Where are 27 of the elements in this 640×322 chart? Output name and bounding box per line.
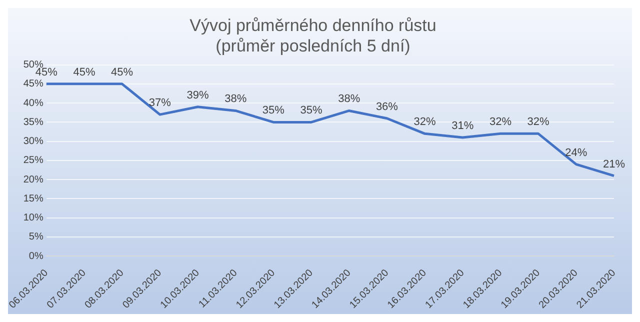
data-label: 36%	[376, 100, 398, 113]
data-label: 45%	[73, 66, 96, 78]
y-tick-label: 40%	[23, 98, 44, 109]
data-label: 32%	[414, 116, 436, 128]
y-tick-label: 5%	[28, 232, 44, 243]
y-tick-label: 25%	[23, 155, 44, 166]
y-tick-label: 45%	[23, 78, 44, 90]
data-label: 21%	[602, 158, 626, 170]
data-label: 35%	[262, 104, 285, 117]
y-tick-label: 20%	[23, 174, 44, 186]
data-label: 35%	[300, 104, 322, 117]
chart-subtitle: (průměr posledních 5 dní)	[216, 36, 410, 56]
data-label: 32%	[489, 116, 512, 128]
data-label: 39%	[186, 89, 209, 102]
data-label: 45%	[111, 66, 134, 78]
y-tick-label: 0%	[28, 250, 44, 262]
data-label: 31%	[452, 120, 474, 132]
chart-title: Vývoj průměrného denního růstu	[190, 16, 436, 35]
y-tick-label: 10%	[23, 212, 44, 224]
y-tick-label: 15%	[23, 193, 44, 204]
y-tick-label: 30%	[23, 136, 44, 148]
y-tick-label: 35%	[23, 116, 44, 128]
data-label: 38%	[224, 93, 247, 106]
data-label: 24%	[565, 146, 588, 159]
data-label: 37%	[148, 97, 172, 110]
data-label: 32%	[527, 116, 550, 128]
data-label: 38%	[338, 93, 360, 106]
